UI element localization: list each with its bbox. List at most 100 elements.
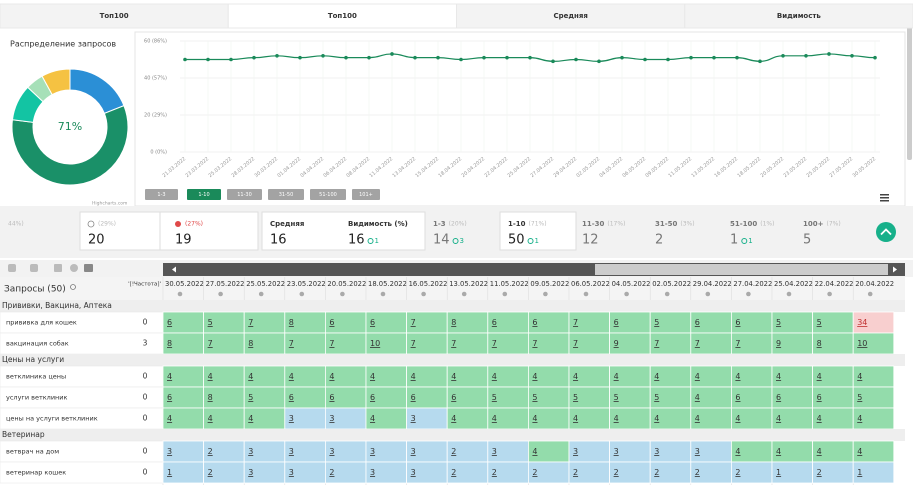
position[interactable]: 3 (289, 468, 294, 477)
position[interactable]: 3 (411, 447, 416, 456)
position[interactable]: 4 (492, 372, 497, 381)
scroll-right[interactable] (893, 266, 897, 273)
position[interactable]: 8 (289, 318, 294, 327)
position[interactable]: 5 (817, 318, 822, 327)
tab[interactable] (0, 3, 229, 29)
position[interactable]: 6 (614, 318, 619, 327)
page-scrollbar[interactable] (907, 20, 912, 160)
position[interactable]: 6 (451, 393, 456, 402)
position[interactable]: 8 (817, 339, 822, 348)
position[interactable]: 7 (695, 339, 700, 348)
position[interactable]: 6 (532, 318, 537, 327)
position[interactable]: 3 (614, 447, 619, 456)
position[interactable]: 3 (167, 447, 172, 456)
position[interactable]: 4 (817, 447, 822, 456)
position[interactable]: 5 (573, 393, 578, 402)
position[interactable]: 4 (857, 414, 862, 423)
position[interactable]: 3 (248, 447, 253, 456)
position[interactable]: 5 (248, 393, 253, 402)
position[interactable]: 4 (370, 414, 375, 423)
position[interactable]: 4 (532, 372, 537, 381)
position[interactable]: 4 (857, 372, 862, 381)
range-button[interactable] (145, 189, 178, 200)
position[interactable]: 6 (167, 318, 172, 327)
position[interactable]: 2 (614, 468, 619, 477)
position[interactable]: 6 (329, 393, 334, 402)
tab[interactable] (456, 3, 686, 29)
position[interactable]: 3 (492, 447, 497, 456)
position[interactable]: 6 (776, 393, 781, 402)
position[interactable]: 4 (614, 372, 619, 381)
position[interactable]: 4 (451, 372, 456, 381)
position[interactable]: 9 (614, 339, 619, 348)
position[interactable]: 9 (776, 339, 781, 348)
position[interactable]: 4 (695, 414, 700, 423)
position[interactable]: 4 (451, 414, 456, 423)
position[interactable]: 2 (532, 468, 537, 477)
toolbar-icon[interactable] (30, 264, 38, 272)
position[interactable]: 4 (776, 447, 781, 456)
position[interactable]: 2 (329, 468, 334, 477)
position[interactable]: 5 (654, 318, 659, 327)
position[interactable]: 7 (289, 339, 294, 348)
position[interactable]: 3 (370, 447, 375, 456)
position[interactable]: 4 (735, 414, 740, 423)
position[interactable]: 6 (492, 318, 497, 327)
position[interactable]: 7 (573, 318, 578, 327)
position[interactable]: 6 (329, 318, 334, 327)
range-button[interactable] (352, 189, 380, 200)
position[interactable]: 4 (695, 393, 700, 402)
position[interactable]: 1 (857, 468, 862, 477)
position[interactable]: 6 (817, 393, 822, 402)
position[interactable]: 4 (654, 372, 659, 381)
position[interactable]: 7 (411, 318, 416, 327)
position[interactable]: 8 (208, 393, 213, 402)
tab[interactable] (684, 3, 913, 29)
position[interactable]: 4 (857, 447, 862, 456)
position[interactable]: 4 (289, 372, 294, 381)
toolbar-icon[interactable] (84, 264, 93, 272)
position[interactable]: 4 (329, 372, 334, 381)
position[interactable]: 4 (532, 447, 537, 456)
position[interactable]: 6 (289, 393, 294, 402)
position[interactable]: 3 (654, 447, 659, 456)
position[interactable]: 1 (776, 468, 781, 477)
position[interactable]: 4 (411, 372, 416, 381)
position[interactable]: 2 (208, 468, 213, 477)
position[interactable]: 4 (573, 372, 578, 381)
position[interactable]: 2 (817, 468, 822, 477)
position[interactable]: 5 (532, 393, 537, 402)
position[interactable]: 3 (411, 414, 416, 423)
position[interactable]: 4 (167, 414, 172, 423)
position[interactable]: 7 (248, 318, 253, 327)
position[interactable]: 7 (654, 339, 659, 348)
position[interactable]: 5 (614, 393, 619, 402)
position[interactable]: 4 (654, 414, 659, 423)
position[interactable]: 3 (370, 468, 375, 477)
toolbar-icon[interactable] (8, 264, 16, 272)
position[interactable]: 2 (492, 468, 497, 477)
collapse-button[interactable] (876, 222, 896, 242)
position[interactable]: 2 (654, 468, 659, 477)
position[interactable]: 4 (208, 414, 213, 423)
range-button[interactable] (268, 189, 304, 200)
position[interactable]: 4 (573, 414, 578, 423)
position[interactable]: 3 (329, 447, 334, 456)
position[interactable]: 5 (654, 393, 659, 402)
range-button[interactable] (187, 189, 221, 200)
position[interactable]: 3 (289, 447, 294, 456)
position[interactable]: 4 (614, 414, 619, 423)
position[interactable]: 5 (776, 318, 781, 327)
position[interactable]: 4 (695, 372, 700, 381)
position[interactable]: 7 (208, 339, 213, 348)
position[interactable]: 7 (329, 339, 334, 348)
position[interactable]: 4 (735, 372, 740, 381)
position[interactable]: 4 (492, 414, 497, 423)
scroll-left[interactable] (172, 266, 176, 273)
menu-icon[interactable] (880, 194, 889, 202)
position[interactable]: 3 (248, 468, 253, 477)
position[interactable]: 2 (451, 468, 456, 477)
position[interactable]: 4 (735, 447, 740, 456)
position[interactable]: 4 (532, 414, 537, 423)
toolbar-icon[interactable] (70, 264, 78, 272)
